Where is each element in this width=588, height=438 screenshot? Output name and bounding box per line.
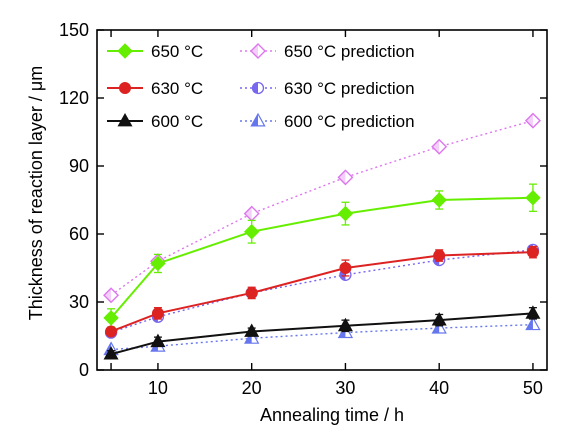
legend-entry-630-c: 630 °C (107, 79, 203, 98)
legend-marker (250, 43, 266, 59)
data-point (433, 249, 446, 262)
legend-marker (250, 112, 266, 127)
x-tick-label: 40 (429, 378, 449, 398)
series-line (110, 312, 534, 356)
series-630-c (105, 245, 539, 338)
data-point (524, 112, 541, 129)
series-600-c (103, 305, 541, 360)
legend: 650 °C 630 °C 600 °C 650 °C prediction 630 °… (107, 42, 415, 131)
data-point (150, 255, 166, 272)
data-point (525, 305, 541, 319)
axes-frame (96, 29, 548, 371)
series-600-c-prediction (103, 316, 541, 356)
legend-label: 650 °C prediction (284, 42, 415, 61)
data-point (150, 333, 166, 348)
data-point (103, 346, 119, 360)
data-point (525, 316, 541, 331)
data-point (337, 169, 354, 186)
x-axis-title: Annealing time / h (260, 405, 404, 425)
x-tick-label: 20 (242, 378, 262, 398)
y-axis-title: Thickness of reaction layer / μm (26, 66, 46, 320)
data-point (243, 205, 260, 222)
series-line (111, 323, 533, 351)
legend-marker (119, 82, 131, 94)
legend-entry-600-c-prediction: 600 °C prediction (240, 112, 415, 131)
data-point (244, 323, 260, 337)
data-point (431, 192, 447, 208)
y-tick-label: 0 (79, 360, 89, 380)
x-tick-label: 50 (523, 378, 543, 398)
data-point (525, 190, 541, 206)
legend-marker (117, 112, 133, 127)
plot-area (103, 112, 541, 360)
y-tick-label: 60 (69, 224, 89, 244)
data-point (103, 310, 119, 326)
legend-label: 650 °C (151, 42, 203, 61)
data-point (431, 138, 448, 155)
data-point (243, 224, 260, 240)
data-point (337, 317, 353, 332)
legend-entry-650-c-prediction: 650 °C prediction (240, 42, 415, 61)
series-650-c (103, 183, 541, 328)
x-tick-label: 10 (148, 378, 168, 398)
x-tick-label: 30 (335, 378, 355, 398)
legend-label: 630 °C prediction (284, 79, 415, 98)
data-point (526, 246, 539, 259)
y-tick-label: 30 (69, 292, 89, 312)
legend-label: 600 °C (151, 112, 203, 131)
legend-entry-650-c: 650 °C (107, 42, 203, 61)
legend-label: 600 °C prediction (284, 112, 415, 131)
data-point (103, 287, 120, 304)
y-tick-label: 90 (69, 156, 89, 176)
legend-marker (251, 81, 265, 95)
legend-entry-600-c: 600 °C (107, 112, 203, 131)
data-point (151, 307, 164, 320)
data-point (245, 286, 258, 299)
series-line (110, 196, 533, 319)
legend-entry-630-c-prediction: 630 °C prediction (240, 79, 415, 98)
series-line (110, 119, 534, 296)
y-tick-label: 150 (59, 20, 89, 40)
legend-label: 630 °C (151, 79, 203, 98)
data-point (105, 325, 118, 338)
data-point (337, 205, 354, 222)
data-point (339, 262, 352, 274)
series-line (110, 251, 533, 333)
data-point (431, 312, 447, 326)
y-tick-label: 120 (59, 88, 89, 108)
legend-marker (117, 43, 133, 59)
series-line (110, 249, 534, 334)
axes: 0 30 60 90 120 150 10 20 30 40 50 (59, 20, 548, 398)
